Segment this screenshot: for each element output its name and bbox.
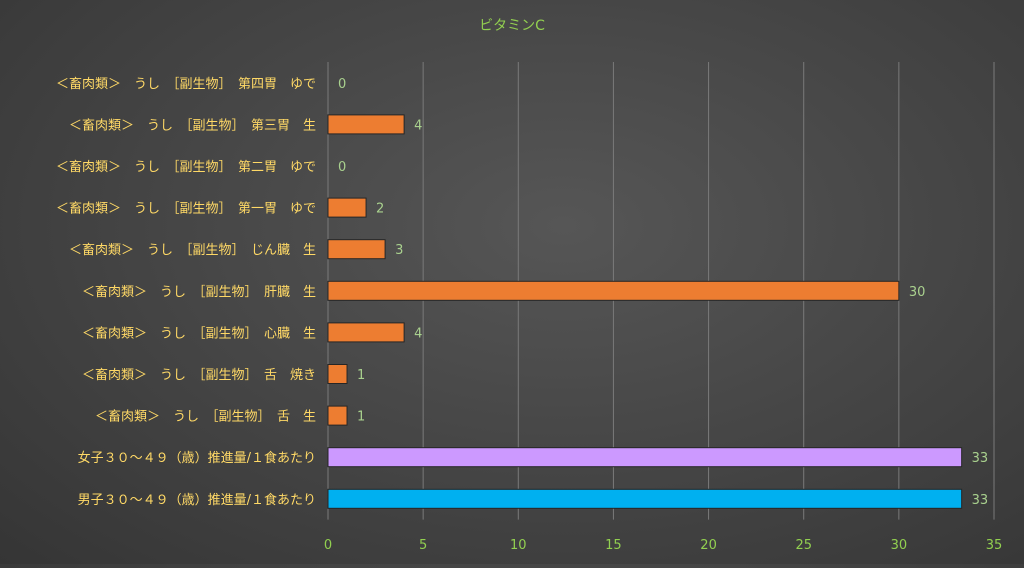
value-label: 2 <box>376 202 384 217</box>
chart-title: ビタミンC <box>479 18 545 34</box>
x-tick-label: 15 <box>605 538 622 553</box>
x-tick-label: 10 <box>510 538 527 553</box>
bar-6 <box>327 322 405 343</box>
category-label: 女子３０～４９（歳）推進量/１食あたり <box>78 450 316 466</box>
x-tick-label: 35 <box>986 538 1003 553</box>
category-label: ＜畜肉類＞ うし ［副生物］ 第四胃 ゆで <box>56 76 316 92</box>
x-tick-label: 20 <box>700 538 717 553</box>
bars <box>327 114 963 509</box>
value-label: 0 <box>338 77 346 92</box>
category-label: ＜畜肉類＞ うし ［副生物］ 舌 生 <box>95 409 316 425</box>
category-label: ＜畜肉類＞ うし ［副生物］ 第二胃 ゆで <box>56 159 316 175</box>
category-labels: ＜畜肉類＞ うし ［副生物］ 第四胃 ゆで ＜畜肉類＞ うし ［副生物］ 第三胃 … <box>56 76 316 508</box>
bar-4 <box>327 239 386 260</box>
bar-3 <box>327 197 367 218</box>
value-label: 0 <box>338 160 346 175</box>
x-tick-label: 5 <box>419 538 427 553</box>
value-label: 1 <box>357 410 365 425</box>
x-tick-label: 25 <box>795 538 812 553</box>
value-label: 4 <box>414 118 422 133</box>
bar-9 <box>327 447 963 468</box>
bar-7 <box>327 364 348 384</box>
bar-5 <box>327 280 900 301</box>
category-label: ＜畜肉類＞ うし ［副生物］ 第一胃 ゆで <box>56 201 316 217</box>
category-label: ＜畜肉類＞ うし ［副生物］ 舌 焼き <box>82 367 316 383</box>
bar-8 <box>327 405 348 426</box>
category-label: ＜畜肉類＞ うし ［副生物］ 心臓 生 <box>82 325 316 341</box>
x-tick-label: 0 <box>324 538 332 553</box>
category-label: 男子３０～４９（歳）推進量/１食あたり <box>78 492 316 508</box>
bar-10 <box>327 488 963 509</box>
x-axis-ticks: 0 5 10 15 20 25 30 35 <box>324 538 1002 553</box>
value-labels: 0 4 0 2 3 30 4 1 1 33 33 <box>338 77 988 508</box>
category-label: ＜畜肉類＞ うし ［副生物］ 肝臓 生 <box>82 284 316 300</box>
category-label: ＜畜肉類＞ うし ［副生物］ 第三胃 生 <box>69 117 316 133</box>
value-label: 1 <box>357 368 365 383</box>
value-label: 4 <box>414 326 422 341</box>
value-label: 30 <box>909 285 926 300</box>
bar-1 <box>327 114 405 135</box>
value-label: 33 <box>972 493 989 508</box>
category-label: ＜畜肉類＞ うし ［副生物］ じん臓 生 <box>69 242 316 258</box>
value-label: 33 <box>972 451 989 466</box>
x-tick-label: 30 <box>891 538 908 553</box>
value-label: 3 <box>395 243 403 258</box>
